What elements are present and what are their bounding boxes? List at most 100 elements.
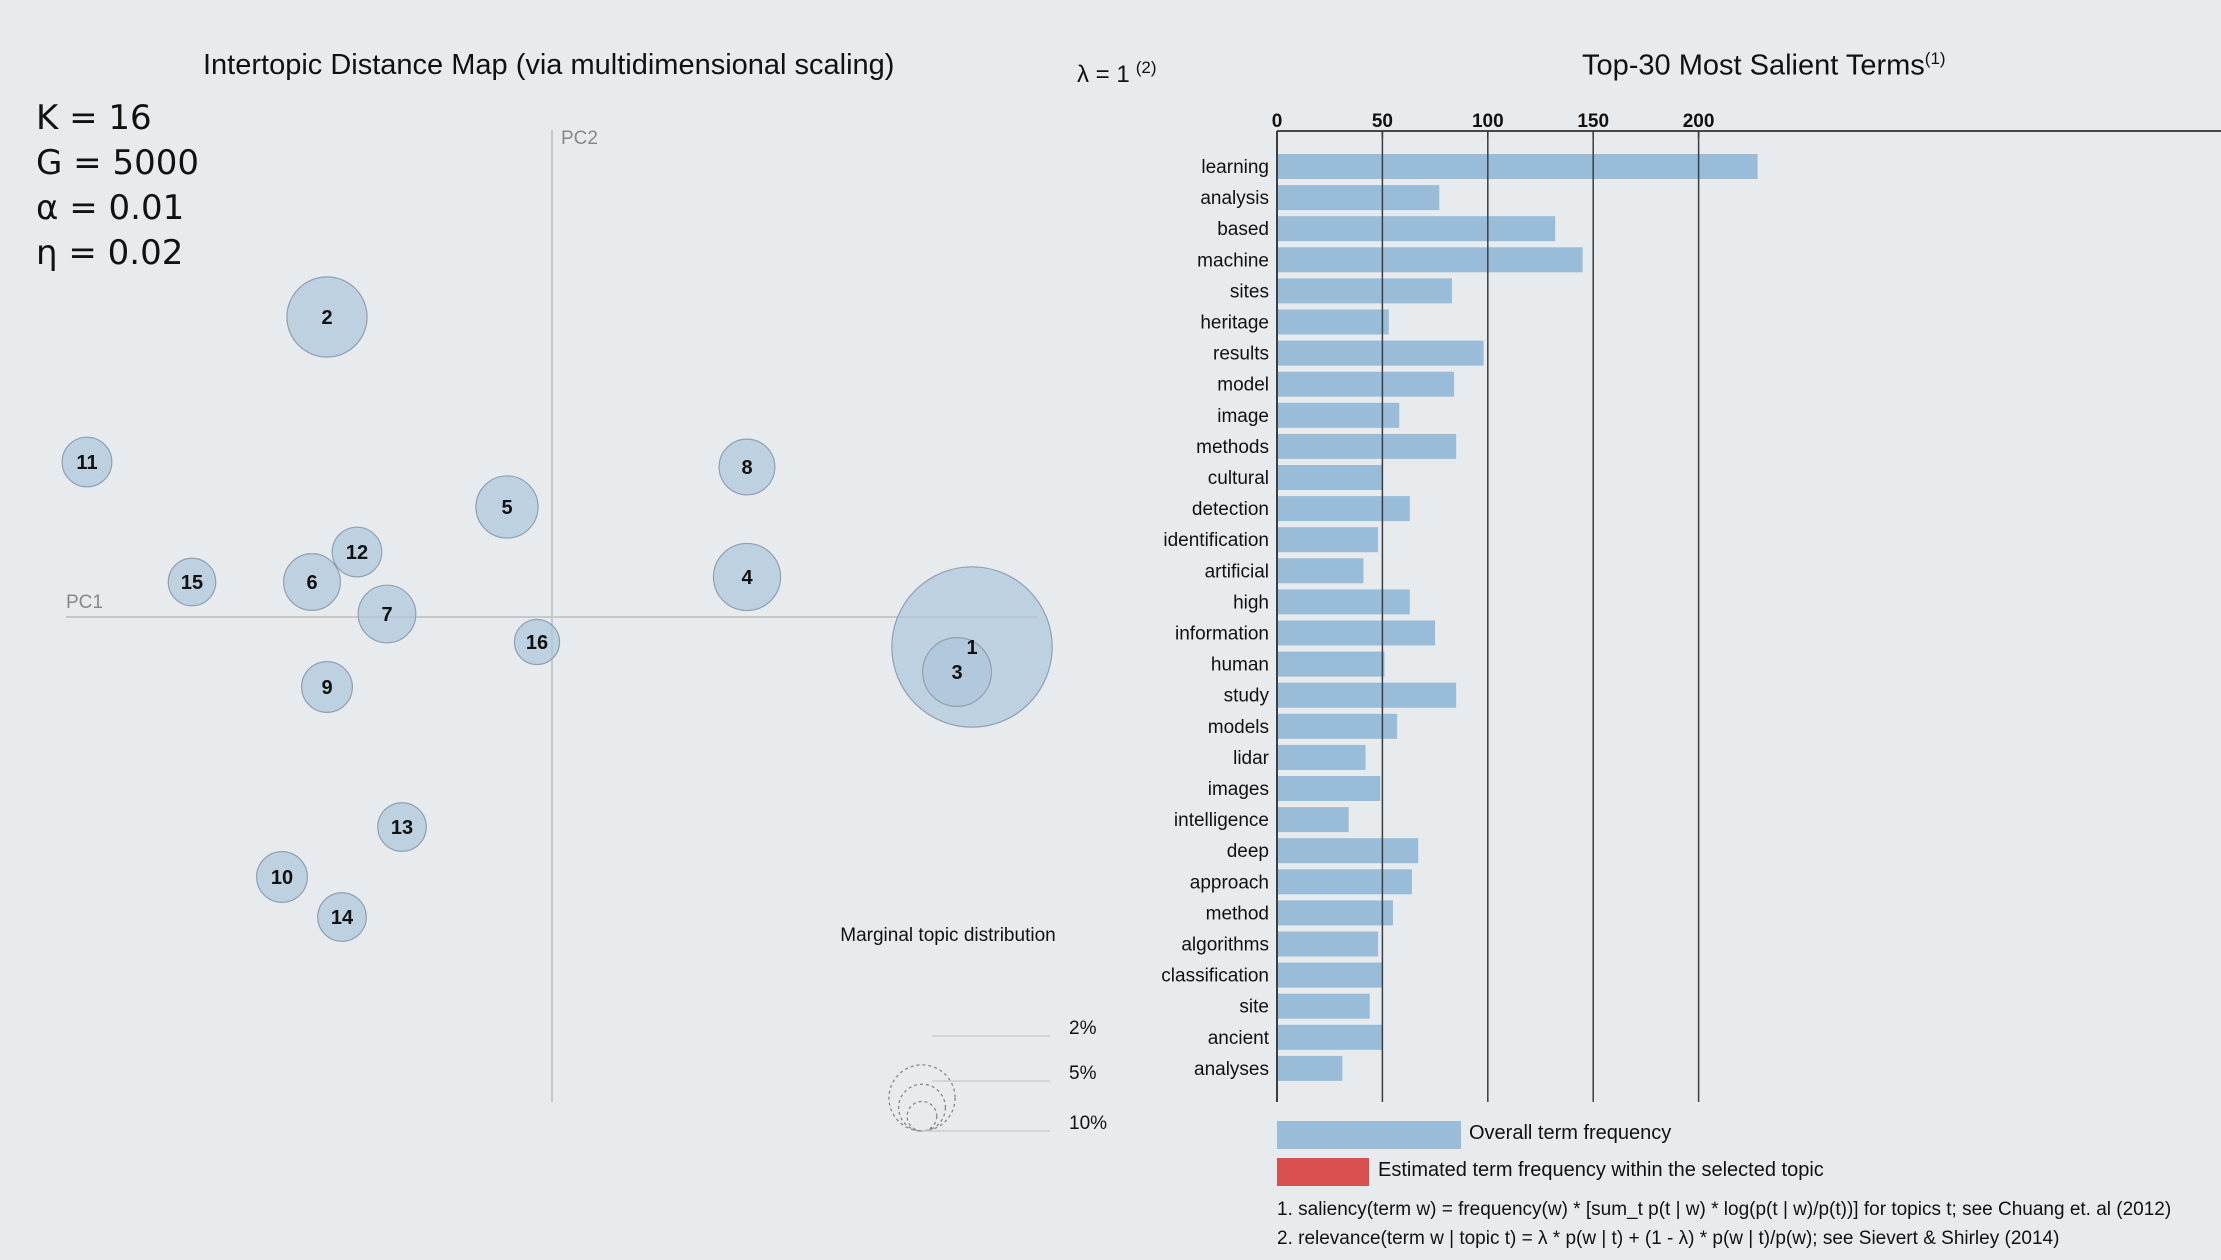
term-label-human[interactable]: human [1211, 655, 1269, 676]
bar-algorithms [1277, 931, 1379, 957]
bar-study [1277, 682, 1457, 708]
bar-information [1277, 620, 1436, 646]
term-label-classification[interactable]: classification [1161, 966, 1269, 987]
topic-bubble-7[interactable] [357, 584, 417, 644]
bar-cultural [1277, 465, 1383, 490]
topic-label-9: 9 [321, 677, 332, 699]
term-label-study[interactable]: study [1224, 686, 1270, 707]
x-tick-label-150: 150 [1577, 111, 1609, 132]
term-label-models[interactable]: models [1208, 717, 1269, 738]
lambda-value: λ = 1 [1077, 61, 1130, 88]
term-label-approach[interactable]: approach [1190, 872, 1269, 893]
bar-images [1277, 776, 1381, 801]
salient-terms-bar-chart: 0 50 100 150 200 learning analysis based machin… [1161, 111, 2221, 1102]
salient-terms-title-text: Top-30 Most Salient Terms [1582, 49, 1925, 82]
marginal-label-3: 10% [1069, 1113, 1107, 1134]
bar-deep [1277, 838, 1419, 864]
topic-bubble-2[interactable] [286, 276, 368, 358]
marginal-circle-1 [906, 1100, 938, 1132]
term-label-analysis[interactable]: analysis [1200, 188, 1269, 209]
term-label-artificial[interactable]: artificial [1205, 561, 1269, 582]
param-g: G = 5000 [36, 143, 199, 183]
term-label-images[interactable]: images [1208, 779, 1269, 800]
topic-label-12: 12 [346, 542, 368, 564]
x-tick-label-0: 0 [1272, 111, 1283, 132]
topic-bubble-9[interactable] [301, 661, 353, 713]
term-label-learning[interactable]: learning [1201, 157, 1269, 178]
topic-label-5: 5 [501, 497, 512, 519]
topic-bubble-16[interactable] [513, 618, 561, 666]
marginal-label-1: 2% [1069, 1018, 1097, 1039]
term-label-machine[interactable]: machine [1197, 250, 1269, 271]
topic-label-10: 10 [271, 867, 293, 889]
bar-artificial [1277, 558, 1364, 584]
topic-label-15: 15 [181, 572, 203, 594]
term-label-heritage[interactable]: heritage [1200, 313, 1269, 334]
topic-label-8: 8 [741, 457, 752, 479]
term-label-high[interactable]: high [1233, 592, 1269, 613]
bar-methods [1277, 433, 1457, 459]
lambda-footnote-ref: (2) [1135, 58, 1157, 77]
term-label-intelligence[interactable]: intelligence [1174, 810, 1269, 831]
topic-bubble-13[interactable] [377, 802, 427, 852]
pc2-axis-label: PC2 [561, 128, 598, 149]
bar-ancient [1277, 1024, 1383, 1050]
term-labels[interactable]: learning analysis based machine sites heritag… [1161, 157, 1269, 1080]
term-label-ancient[interactable]: ancient [1208, 1028, 1270, 1049]
term-label-method[interactable]: method [1206, 903, 1269, 924]
topic-bubble-14[interactable] [317, 892, 367, 942]
gridlines [1276, 131, 1700, 1102]
topic-label-11: 11 [76, 452, 97, 474]
topic-bubble-8[interactable] [718, 438, 776, 496]
param-k: K = 16 [36, 98, 152, 138]
term-label-site[interactable]: site [1239, 997, 1269, 1018]
term-label-deep[interactable]: deep [1227, 841, 1269, 862]
footnote-relevance: 2. relevance(term w | topic t) = λ * p(w… [1277, 1228, 2060, 1249]
topic-bubble-5[interactable] [475, 475, 539, 539]
topic-bubble-12[interactable] [331, 526, 383, 578]
topic-bubble-15[interactable] [167, 557, 217, 607]
salient-terms-title: Top-30 Most Salient Terms(1) [1582, 49, 1946, 83]
term-label-algorithms[interactable]: algorithms [1181, 935, 1269, 956]
marginal-topic-distribution: Marginal topic distribution 2% 5% 10% [840, 925, 1107, 1134]
term-label-cultural[interactable]: cultural [1208, 468, 1269, 489]
lambda-label: λ = 1 (2) [1077, 58, 1156, 89]
term-label-methods[interactable]: methods [1196, 437, 1269, 458]
salient-terms-footnote-ref: (1) [1924, 49, 1946, 68]
term-label-results[interactable]: results [1213, 344, 1269, 365]
term-bars [1277, 154, 1758, 1081]
term-label-model[interactable]: model [1217, 375, 1269, 396]
term-label-information[interactable]: information [1175, 624, 1269, 645]
bar-approach [1277, 869, 1412, 895]
bar-models [1277, 713, 1398, 739]
topic-bubble-11[interactable] [61, 436, 113, 488]
term-label-based[interactable]: based [1217, 219, 1269, 240]
term-label-sites[interactable]: sites [1230, 281, 1269, 302]
topic-bubble-10[interactable] [256, 851, 308, 903]
topic-label-13: 13 [391, 817, 413, 839]
topic-label-3: 3 [951, 662, 962, 684]
bar-lidar [1277, 744, 1366, 770]
bar-heritage [1277, 309, 1389, 335]
bar-high [1277, 589, 1410, 615]
x-tick-label-50: 50 [1372, 111, 1393, 132]
bar-sites [1277, 278, 1452, 304]
marginal-circle-3 [888, 1064, 956, 1132]
topic-bubble-3[interactable] [922, 637, 992, 707]
term-label-detection[interactable]: detection [1192, 499, 1269, 520]
legend-estimated-label: Estimated term frequency within the sele… [1378, 1159, 1824, 1181]
term-label-lidar[interactable]: lidar [1233, 748, 1270, 769]
bar-method [1277, 900, 1393, 926]
topic-bubble-6[interactable] [283, 553, 341, 611]
term-label-analyses[interactable]: analyses [1194, 1059, 1269, 1080]
topic-label-16: 16 [526, 632, 548, 654]
topic-label-7: 7 [381, 604, 392, 626]
term-label-image[interactable]: image [1217, 406, 1269, 427]
bar-machine [1277, 247, 1583, 273]
topic-label-6: 6 [306, 572, 317, 594]
topic-bubble-4[interactable] [712, 542, 782, 612]
term-label-identification[interactable]: identification [1163, 530, 1269, 551]
marginal-circle-2 [897, 1083, 947, 1132]
bar-detection [1277, 496, 1410, 522]
